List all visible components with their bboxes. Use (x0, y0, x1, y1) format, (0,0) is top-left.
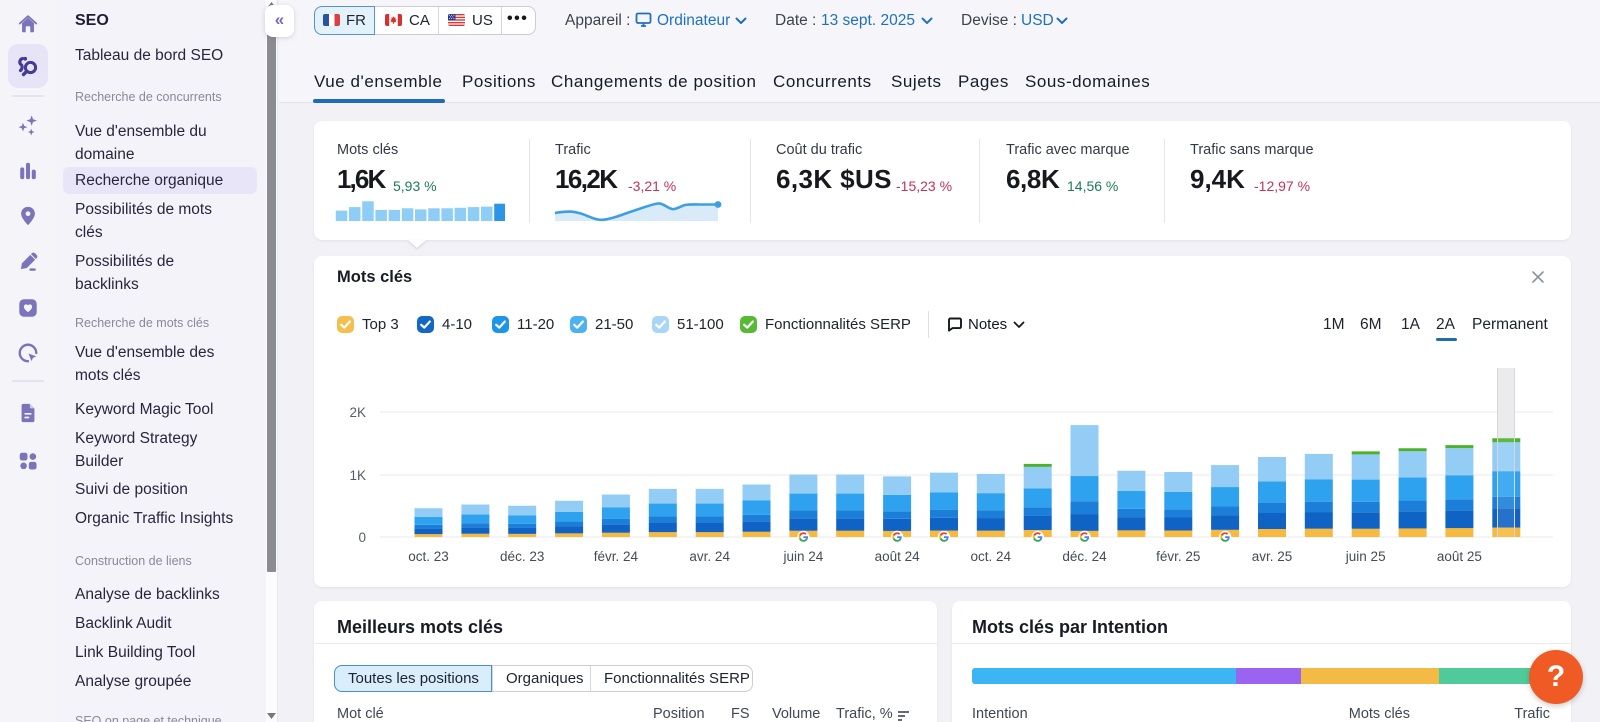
svg-text:août 24: août 24 (875, 549, 921, 564)
svg-text:oct. 24: oct. 24 (971, 549, 1012, 564)
svg-text:oct. 23: oct. 23 (408, 549, 449, 564)
svg-text:août 25: août 25 (1437, 549, 1482, 564)
svg-text:avr. 25: avr. 25 (1252, 549, 1293, 564)
svg-text:0: 0 (358, 530, 366, 545)
svg-text:févr. 25: févr. 25 (1156, 549, 1200, 564)
svg-text:déc. 23: déc. 23 (500, 549, 544, 564)
svg-text:déc. 24: déc. 24 (1062, 549, 1107, 564)
svg-text:avr. 24: avr. 24 (689, 549, 730, 564)
svg-text:févr. 24: févr. 24 (594, 549, 639, 564)
svg-text:juin 24: juin 24 (783, 549, 824, 564)
svg-text:2K: 2K (349, 405, 366, 420)
svg-text:1K: 1K (349, 468, 366, 483)
svg-text:juin 25: juin 25 (1345, 549, 1386, 564)
